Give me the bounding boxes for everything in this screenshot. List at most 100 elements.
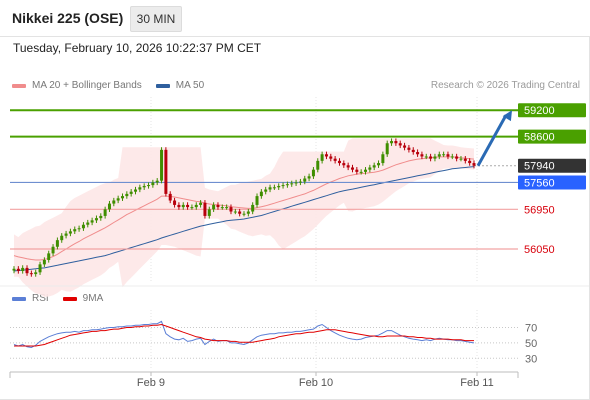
candle-body (455, 156, 459, 159)
candle-body (155, 180, 159, 183)
candle-body (151, 182, 155, 186)
candle-body (259, 191, 263, 197)
candle-body (277, 185, 281, 188)
x-tick-label-0: Feb 9 (137, 377, 165, 389)
level-label-59200: 59200 (524, 105, 555, 117)
candle-body (311, 169, 315, 177)
candle-body (107, 203, 111, 210)
candle-body (320, 154, 324, 161)
candle-body (472, 163, 476, 166)
timestamp: Tuesday, February 10, 2026 10:22:37 PM C… (13, 41, 262, 55)
candle-body (181, 204, 185, 208)
candle-body (463, 158, 467, 161)
candle-body (420, 154, 424, 157)
candle-body (364, 169, 368, 172)
candle-body (281, 185, 285, 187)
candle-body (129, 191, 133, 194)
rsi-tick-label-50: 50 (525, 338, 537, 350)
candle-body (433, 156, 437, 159)
candle-body (42, 259, 46, 265)
forecast-arrow-shaft (476, 114, 508, 167)
level-tag-57560 (518, 175, 586, 190)
candle-body (199, 202, 203, 205)
candle-body (99, 215, 103, 219)
candle-body (468, 160, 472, 164)
candle-body (47, 253, 51, 260)
candle-body (160, 149, 164, 181)
level-label-56050: 56050 (524, 244, 555, 256)
candle-body (324, 154, 328, 157)
rsi-series-line-9MA (14, 323, 474, 347)
interval-button[interactable]: 30 MIN (130, 6, 182, 32)
candle-body (103, 209, 107, 216)
candle-body (216, 204, 220, 208)
candle-body (377, 163, 381, 166)
candle-body (177, 204, 181, 208)
candle-body (207, 209, 211, 216)
candle-body (290, 183, 294, 185)
candle-body (173, 200, 177, 205)
candle-body (251, 204, 255, 212)
candle-body (186, 204, 190, 208)
candle-body (398, 143, 402, 146)
ma50-legend-label: MA 50 (175, 80, 205, 91)
candle-body (16, 268, 20, 271)
ma20-line (13, 156, 475, 261)
candle-body (437, 154, 441, 157)
candle-body (168, 193, 172, 201)
candle-body (29, 273, 33, 275)
rsi-tick-label-30: 30 (525, 353, 537, 365)
candle-body (407, 147, 411, 150)
candle-body (298, 181, 302, 183)
candle-body (64, 233, 68, 236)
level-tag-59200 (518, 103, 586, 118)
candle-body (372, 165, 376, 168)
candle-body (394, 141, 398, 144)
header-bar: Nikkei 225 (OSE) 30 MIN (0, 0, 590, 37)
candle-body (346, 165, 350, 168)
price-legend: MA 20 + Bollinger Bands MA 50 (12, 80, 204, 91)
candle-body (190, 207, 194, 209)
candle-body (94, 218, 98, 221)
candle-body (34, 272, 38, 275)
candle-body (403, 145, 407, 148)
candle-body (359, 171, 363, 173)
candle-body (442, 154, 446, 156)
x-tick-label-2: Feb 11 (460, 377, 493, 389)
candle-body (225, 207, 229, 209)
rsi-tick-label-70: 70 (525, 323, 537, 335)
candle-body (411, 149, 415, 153)
candle-body (381, 154, 385, 164)
candle-body (51, 246, 55, 254)
candle-body (220, 207, 224, 209)
candle-body (120, 196, 124, 199)
candle-body (212, 204, 216, 210)
candle-body (303, 178, 307, 182)
ma50-line (13, 166, 475, 272)
credit-text: Research © 2026 Trading Central (430, 80, 580, 91)
instrument-title: Nikkei 225 (OSE) (12, 10, 124, 26)
candle-body (446, 154, 450, 157)
level-label-56950: 56950 (524, 204, 555, 216)
candle-body (38, 264, 42, 273)
level-tag-57940 (518, 158, 586, 173)
candle-body (233, 211, 237, 213)
ma50-swatch (155, 83, 170, 88)
candle-body (450, 156, 454, 158)
candle-body (86, 222, 90, 225)
candle-body (416, 152, 420, 155)
candle-body (81, 224, 85, 229)
candle-body (77, 228, 81, 230)
candle-body (12, 268, 16, 271)
candle-body (337, 160, 341, 164)
candle-body (68, 231, 72, 234)
candle-body (142, 185, 146, 188)
candle-body (164, 149, 168, 194)
forecast-arrow-head (502, 110, 512, 122)
candle-body (307, 176, 311, 179)
candle-body (73, 229, 77, 232)
candle-body (134, 189, 138, 192)
candle-body (25, 267, 29, 274)
